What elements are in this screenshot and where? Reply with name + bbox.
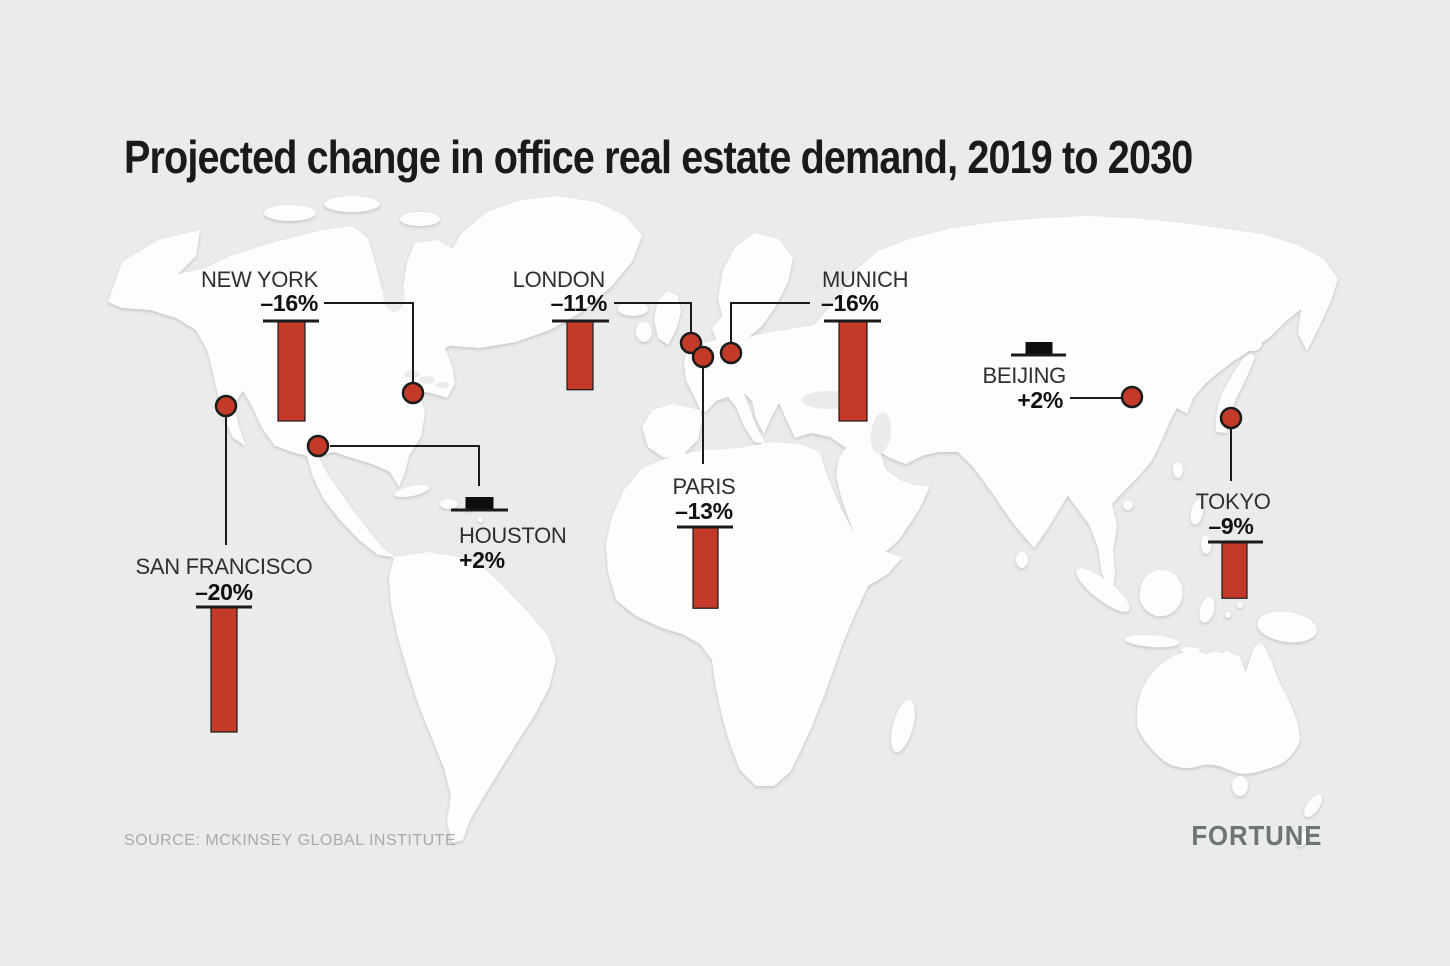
city-annotation-san-francisco: SAN FRANCISCO–20% xyxy=(135,394,313,733)
city-annotation-beijing: BEIJING+2% xyxy=(983,342,1144,413)
city-annotation-munich: MUNICH–16% xyxy=(719,267,909,422)
city-name-paris: PARIS xyxy=(673,474,736,499)
connector-line-houston xyxy=(330,445,480,486)
map-borneo xyxy=(1139,570,1183,617)
map-java xyxy=(1125,634,1179,648)
connector-line-munich xyxy=(730,302,810,342)
fortune-logo: FORTUNE xyxy=(1191,820,1322,851)
city-name-houston: HOUSTON xyxy=(459,523,567,548)
demand-bar-tokyo xyxy=(1221,541,1248,599)
map-island xyxy=(1225,612,1231,618)
map-new-zealand xyxy=(1304,794,1322,818)
map-australia xyxy=(1137,643,1300,774)
map-hispaniola xyxy=(440,499,458,509)
map-iceland xyxy=(618,302,648,316)
city-marker-paris xyxy=(691,345,715,369)
map-new-zealand xyxy=(1296,829,1312,847)
map-madagascar xyxy=(891,699,915,753)
city-marker-new-york xyxy=(401,381,425,405)
city-annotation-new-york: NEW YORK–16% xyxy=(201,267,425,422)
map-caspian-sea xyxy=(870,412,892,454)
demand-bar-munich xyxy=(838,320,868,422)
demand-bar-san-francisco xyxy=(210,606,238,733)
map-ireland xyxy=(636,322,652,342)
map-hudson-bay xyxy=(383,278,405,312)
demand-bar-beijing xyxy=(1025,342,1053,356)
map-sumatra xyxy=(1076,568,1130,612)
map-arctic-island xyxy=(324,196,380,212)
demand-bar-london xyxy=(566,320,594,391)
city-marker-tokyo xyxy=(1219,406,1243,430)
map-eurasia xyxy=(642,216,1338,594)
city-value-london: –11% xyxy=(551,290,607,316)
city-marker-san-francisco xyxy=(214,394,238,418)
map-greenland xyxy=(430,196,642,348)
map-great-britain xyxy=(654,291,681,345)
map-taiwan xyxy=(1173,462,1183,478)
city-name-munich: MUNICH xyxy=(822,267,908,292)
demand-bar-new-york xyxy=(277,320,306,422)
map-philippines xyxy=(1190,499,1204,525)
map-cuba xyxy=(394,484,430,498)
city-value-tokyo: –9% xyxy=(1208,513,1253,539)
city-annotation-houston: HOUSTON+2% xyxy=(306,434,567,573)
map-sri-lanka xyxy=(1016,552,1028,568)
city-marker-houston xyxy=(306,434,330,458)
source-note: SOURCE: MCKINSEY GLOBAL INSTITUTE xyxy=(124,832,457,849)
city-marker-munich xyxy=(719,341,743,365)
map-hokkaido xyxy=(1244,335,1262,351)
map-great-lake xyxy=(419,376,435,384)
city-marker-london xyxy=(679,331,703,355)
city-annotation-paris: PARIS–13% xyxy=(673,345,736,609)
map-sakhalin xyxy=(1257,296,1269,328)
connector-line-new-york xyxy=(324,302,414,382)
city-annotations: SAN FRANCISCO–20%NEW YORK–16%HOUSTON+2%L… xyxy=(135,267,1271,733)
map-south-america xyxy=(389,552,556,843)
city-annotation-tokyo: TOKYO–9% xyxy=(1195,406,1271,599)
city-value-paris: –13% xyxy=(675,498,733,524)
map-tasmania xyxy=(1232,776,1248,796)
city-value-san-francisco: –20% xyxy=(195,579,253,605)
map-arctic-island xyxy=(264,205,316,221)
chart-title: Projected change in office real estate d… xyxy=(124,131,1193,183)
city-name-san-francisco: SAN FRANCISCO xyxy=(135,554,312,579)
map-great-lake xyxy=(435,382,449,388)
demand-bar-paris xyxy=(692,526,719,609)
map-island xyxy=(1237,602,1243,608)
city-name-beijing: BEIJING xyxy=(983,363,1066,388)
map-island xyxy=(477,517,483,523)
map-new-guinea xyxy=(1257,611,1317,643)
city-annotation-london: LONDON–11% xyxy=(513,267,703,391)
map-arctic-island xyxy=(400,212,440,226)
city-value-munich: –16% xyxy=(821,290,879,316)
map-hainan xyxy=(1123,500,1133,510)
city-value-beijing: +2% xyxy=(1017,387,1063,413)
city-marker-beijing xyxy=(1120,385,1144,409)
demand-bar-houston xyxy=(465,497,494,511)
city-name-london: LONDON xyxy=(513,267,605,292)
city-name-new-york: NEW YORK xyxy=(201,267,319,292)
map-sulawesi xyxy=(1199,597,1215,623)
city-value-new-york: –16% xyxy=(260,290,318,316)
connector-line-london xyxy=(614,302,692,332)
city-value-houston: +2% xyxy=(459,547,505,573)
city-name-tokyo: TOKYO xyxy=(1195,489,1270,514)
